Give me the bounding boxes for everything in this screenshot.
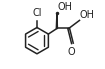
Text: Cl: Cl (32, 8, 42, 18)
Polygon shape (56, 14, 58, 28)
Text: O: O (68, 47, 75, 57)
Text: OH: OH (57, 2, 72, 12)
Text: OH: OH (80, 10, 95, 20)
